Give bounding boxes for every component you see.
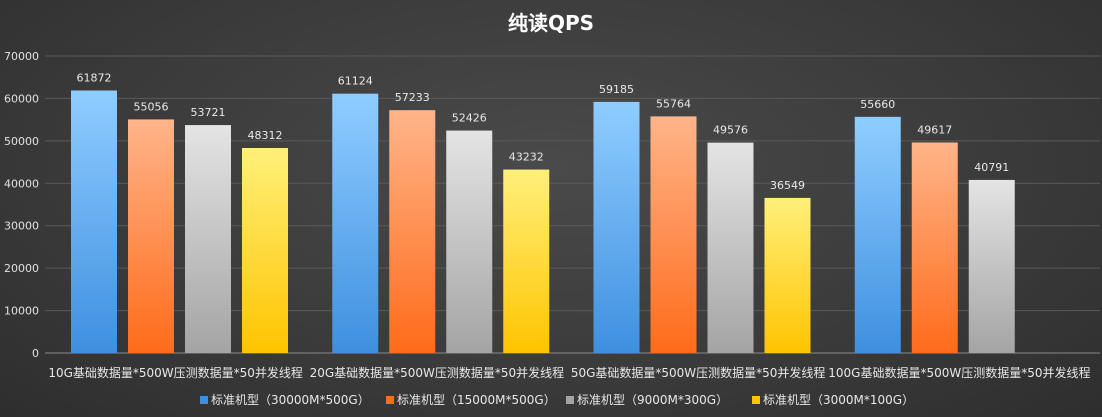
data-label: 48312 — [248, 129, 283, 142]
data-label: 61124 — [338, 75, 373, 88]
legend: 标准机型（30000M*500G） 标准机型（15000M*500G） 标准机型（9… — [200, 393, 914, 407]
bar — [854, 116, 901, 353]
y-tick-label: 60000 — [4, 92, 39, 105]
bar — [128, 119, 174, 353]
legend-label: 标准机型（3000M*100G） — [763, 393, 914, 407]
data-label: 61872 — [77, 71, 112, 84]
legend-item: 标准机型（9000M*300G） — [566, 393, 728, 407]
legend-swatch — [386, 396, 394, 404]
data-label: 59185 — [599, 83, 634, 96]
data-label: 55764 — [656, 97, 691, 110]
legend-swatch — [566, 396, 574, 404]
data-label: 36549 — [770, 179, 805, 192]
y-tick-label: 40000 — [4, 177, 39, 190]
data-labels: 61872 55056 53721 48312 61124 57233 52426 43232… — [77, 71, 1010, 191]
bar — [389, 110, 436, 354]
legend-label: 标准机型（30000M*500G） — [211, 393, 370, 407]
legend-label: 标准机型（9000M*300G） — [577, 393, 728, 407]
chart-title: 纯读QPS — [508, 11, 594, 35]
bar — [764, 197, 811, 353]
bar — [593, 101, 640, 353]
data-label: 49617 — [917, 123, 952, 136]
data-label: 49576 — [713, 124, 748, 137]
data-label: 53721 — [191, 106, 226, 119]
data-label: 52426 — [452, 112, 487, 125]
bar — [707, 142, 754, 353]
bar — [446, 130, 493, 353]
y-tick-label: 30000 — [4, 220, 39, 233]
y-tick-label: 10000 — [4, 305, 39, 318]
legend-item: 标准机型（15000M*500G） — [386, 393, 556, 407]
legend-item: 标准机型（30000M*500G） — [200, 393, 370, 407]
data-label: 55660 — [860, 98, 895, 111]
y-tick-label: 50000 — [4, 135, 39, 148]
data-label: 43232 — [509, 151, 544, 164]
category-label: 10G基础数据量*500W压测数据量*50并发线程 — [48, 365, 303, 380]
legend-item: 标准机型（3000M*100G） — [752, 393, 914, 407]
y-tick-label: 20000 — [4, 262, 39, 275]
y-tick-label: 0 — [32, 347, 39, 360]
category-label: 50G基础数据量*500W压测数据量*50并发线程 — [571, 365, 826, 380]
category-label: 20G基础数据量*500W压测数据量*50并发线程 — [310, 365, 565, 380]
data-label: 55056 — [134, 100, 169, 113]
bar — [185, 125, 231, 353]
data-label: 57233 — [395, 91, 430, 104]
bar — [650, 116, 697, 354]
data-label: 40791 — [974, 161, 1009, 174]
legend-label: 标准机型（15000M*500G） — [397, 393, 556, 407]
y-axis-ticks: 0 10000 20000 30000 40000 50000 60000 70000 — [4, 50, 39, 360]
y-tick-label: 70000 — [4, 50, 39, 63]
bar — [968, 179, 1015, 353]
bar — [503, 169, 550, 353]
bar — [71, 90, 117, 354]
bar — [332, 93, 379, 353]
legend-swatch — [200, 396, 208, 404]
category-label: 100G基础数据量*500W压测数据量*50并发线程 — [828, 365, 1090, 380]
bar — [242, 148, 288, 353]
bars — [71, 90, 1015, 354]
category-labels: 10G基础数据量*500W压测数据量*50并发线程 20G基础数据量*500W压测… — [48, 365, 1090, 380]
bar — [911, 142, 958, 353]
legend-swatch — [752, 396, 760, 404]
